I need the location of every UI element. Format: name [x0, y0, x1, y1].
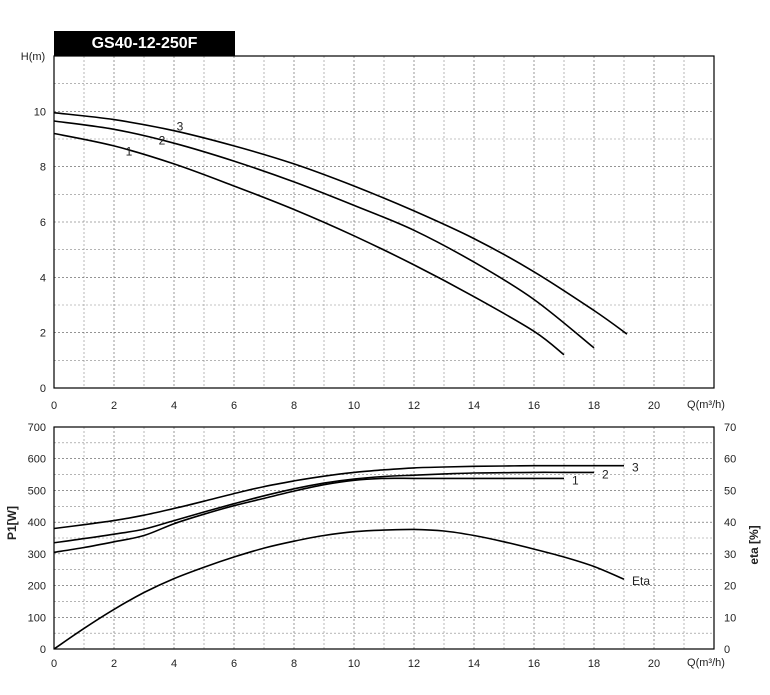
- y-axis-label-eta: eta [%]: [747, 525, 761, 564]
- y2-tick-label: 60: [724, 454, 736, 466]
- curve-power-3: [53, 464, 624, 530]
- y2-tick-label: 0: [724, 644, 730, 656]
- y-tick-label: 600: [28, 454, 46, 466]
- y-tick-label: 0: [40, 644, 46, 656]
- x-tick-label: 0: [51, 658, 57, 670]
- curve-label-head-2: 2: [159, 133, 166, 147]
- curve-label-head-1: 1: [126, 144, 133, 158]
- y-tick-label: 0: [40, 383, 46, 395]
- x-tick-label: 0: [51, 400, 57, 412]
- curve-label-power-2: 2: [602, 467, 609, 481]
- curve-label-head-3: 3: [177, 120, 184, 134]
- y-tick-label: 10: [34, 106, 46, 118]
- x-tick-label: 18: [588, 658, 600, 670]
- y-tick-label: 2: [40, 328, 46, 340]
- x-axis-label-bottom: Q(m³/h): [687, 657, 725, 669]
- x-tick-label: 2: [111, 658, 117, 670]
- y2-tick-label: 70: [724, 422, 736, 434]
- x-tick-label: 10: [348, 658, 360, 670]
- x-tick-label: 18: [588, 400, 600, 412]
- x-tick-label: 4: [171, 658, 177, 670]
- y-tick-label: 700: [28, 422, 46, 434]
- curve-head-2: [53, 120, 595, 349]
- x-tick-label: 10: [348, 400, 360, 412]
- y-tick-label: 500: [28, 485, 46, 497]
- curve-power-2: [53, 471, 594, 544]
- y2-tick-label: 40: [724, 517, 736, 529]
- x-tick-label: 12: [408, 400, 420, 412]
- x-tick-label: 14: [468, 658, 480, 670]
- y-tick-label: 6: [40, 217, 46, 229]
- y2-tick-label: 10: [724, 612, 736, 624]
- plot-frame-bottom: [53, 426, 715, 650]
- y2-tick-label: 50: [724, 485, 736, 497]
- x-tick-label: 16: [528, 658, 540, 670]
- x-tick-label: 16: [528, 400, 540, 412]
- curve-head-1: [53, 132, 565, 356]
- y-tick-label: 100: [28, 612, 46, 624]
- y-axis-label-head: H(m): [21, 51, 45, 63]
- y-tick-label: 4: [40, 272, 46, 284]
- curve-power-1: [53, 477, 564, 554]
- x-tick-label: 6: [231, 658, 237, 670]
- curve-label-power-1: 1: [572, 473, 579, 487]
- curve-eta: [53, 528, 625, 650]
- curve-label-eta: Eta: [632, 574, 650, 588]
- y-tick-label: 8: [40, 162, 46, 174]
- y-axis-label-power: P1[W]: [5, 506, 19, 540]
- x-tick-label: 14: [468, 400, 480, 412]
- x-axis-label-top: Q(m³/h): [687, 399, 725, 411]
- x-tick-label: 12: [408, 658, 420, 670]
- y-tick-label: 400: [28, 517, 46, 529]
- y-tick-label: 300: [28, 549, 46, 561]
- x-tick-label: 2: [111, 400, 117, 412]
- y2-tick-label: 20: [724, 581, 736, 593]
- curve-label-power-3: 3: [632, 461, 639, 475]
- x-tick-label: 20: [648, 658, 660, 670]
- plot-frame-top: [53, 55, 715, 389]
- x-tick-label: 6: [231, 400, 237, 412]
- x-tick-label: 4: [171, 400, 177, 412]
- x-tick-label: 20: [648, 400, 660, 412]
- x-tick-label: 8: [291, 658, 297, 670]
- chart-title: GS40-12-250F: [54, 31, 235, 56]
- x-tick-label: 8: [291, 400, 297, 412]
- y2-tick-label: 30: [724, 549, 736, 561]
- y-tick-label: 200: [28, 581, 46, 593]
- curve-head-3: [53, 111, 628, 335]
